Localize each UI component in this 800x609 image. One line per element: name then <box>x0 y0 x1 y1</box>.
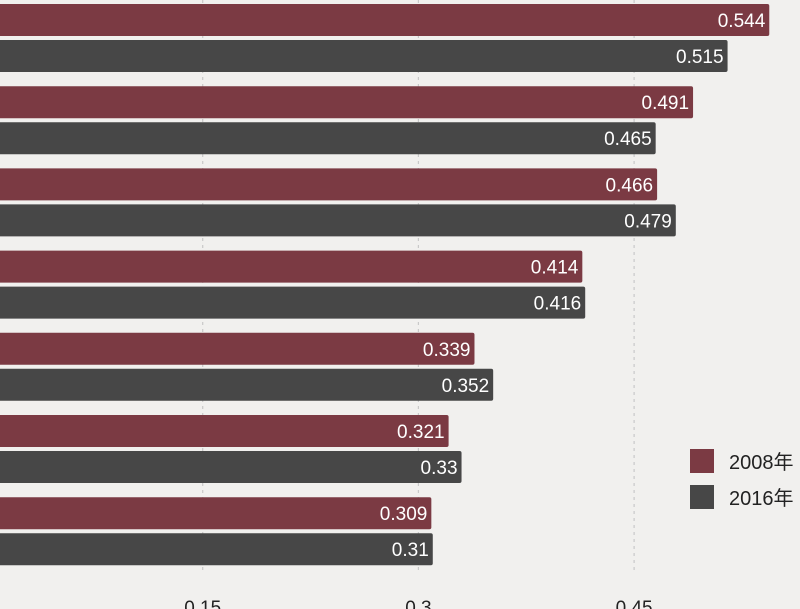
bar-2016-4 <box>0 368 494 401</box>
legend-swatch-1 <box>690 485 714 509</box>
bar-value-label: 0.339 <box>423 340 471 361</box>
bar-2016-3 <box>0 286 586 319</box>
bar-value-label: 0.321 <box>397 422 445 443</box>
bar-2016-1 <box>0 122 656 155</box>
legend-label: 2016年 <box>729 487 794 510</box>
bar-2008-4 <box>0 332 475 365</box>
legend: 2008年 2016年 <box>690 449 794 510</box>
grid-layer <box>202 0 635 570</box>
bar-value-label: 0.33 <box>421 458 458 479</box>
bar-value-label: 0.544 <box>718 11 766 32</box>
x-tick-label: 0.3 <box>405 598 431 609</box>
bar-value-label: 0.416 <box>534 294 582 315</box>
bar-2008-5 <box>0 415 449 447</box>
bar-value-label: 0.515 <box>676 47 724 68</box>
bar-value-label: 0.465 <box>604 129 652 150</box>
bar-2008-0 <box>0 4 770 36</box>
bar-2016-2 <box>0 204 676 237</box>
x-axis-ticks: 0.15 0.3 0.45 <box>184 598 652 609</box>
bar-value-label: 0.414 <box>531 258 579 279</box>
bar-value-label: 0.491 <box>642 93 690 114</box>
bar-value-label: 0.31 <box>392 540 429 561</box>
legend-swatch-0 <box>690 449 714 473</box>
bar-value-label: 0.352 <box>442 376 490 397</box>
x-tick-label: 0.15 <box>184 598 221 609</box>
bar-2016-5 <box>0 451 462 483</box>
bar-2016-6 <box>0 533 433 566</box>
legend-label: 2008年 <box>729 451 794 474</box>
x-tick-label: 0.45 <box>616 598 653 609</box>
bar-value-label: 0.309 <box>380 504 428 525</box>
bar-2008-2 <box>0 168 658 201</box>
bar-2008-6 <box>0 497 432 530</box>
bar-value-label: 0.466 <box>606 175 654 196</box>
bar-2016-0 <box>0 40 728 72</box>
bar-2008-1 <box>0 86 694 119</box>
bar-value-label: 0.479 <box>624 211 672 232</box>
bar-2008-3 <box>0 250 583 283</box>
bars-layer: 0.544 0.515 0.491 0.465 0.466 0.479 0.414 0.416… <box>0 4 770 566</box>
